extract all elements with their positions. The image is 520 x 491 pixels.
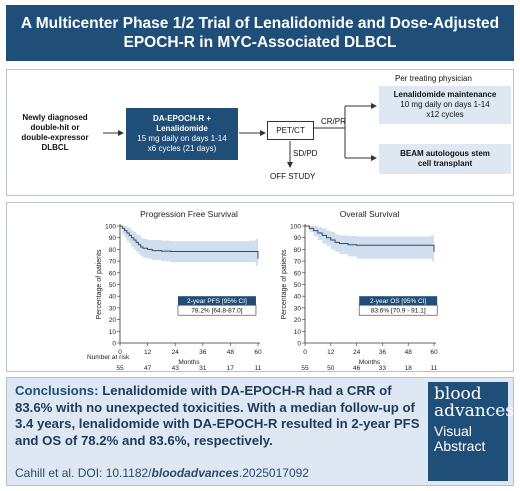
- logo-line-3: Visual: [434, 424, 502, 439]
- chart1-y-tick-label: 90: [109, 235, 117, 242]
- transplant-box: BEAM autologous stem cell transplant: [379, 144, 511, 174]
- transplant-line-2: cell transplant: [418, 159, 472, 169]
- induction-title-2: Lenalidomide: [156, 124, 208, 134]
- chart2-x-tick-label: 48: [405, 349, 413, 356]
- transplant-line-1: BEAM autologous stem: [400, 149, 490, 159]
- population-line-2: double-hit or: [31, 123, 80, 133]
- off-study-label: OFF STUDY: [270, 172, 315, 182]
- chart1-at-risk-value: 11: [255, 365, 262, 372]
- chart1-y-tick-label: 50: [109, 282, 117, 289]
- logo-line-2: advances: [434, 403, 502, 420]
- chart2-x-tick-label: 0: [303, 349, 307, 356]
- chart2-y-tick-label: 10: [294, 329, 302, 336]
- chart1-title: Progression Free Survival: [140, 209, 238, 219]
- chart2-x-label: Months: [359, 359, 381, 366]
- chart2-title: Overall Survival: [340, 209, 400, 219]
- chart2-at-risk-value: 33: [379, 365, 387, 372]
- chart1-x-tick-label: 24: [172, 349, 180, 356]
- chart1-y-tick-label: 80: [109, 247, 117, 254]
- chart1-x-tick-label: 36: [199, 349, 207, 356]
- chart2-at-risk-value: 11: [431, 365, 438, 372]
- chart1-y-tick-label: 70: [109, 259, 117, 266]
- induction-detail-2: x6 cycles (21 days): [148, 144, 216, 154]
- chart1-y-tick-label: 20: [109, 317, 117, 324]
- chart1-y-label: Percentage of patients: [96, 249, 103, 320]
- chart2-y-tick-label: 40: [294, 294, 302, 301]
- survival-charts: Progression Free Survival 0 10 20 30 40 50 60 70…: [7, 203, 515, 373]
- population-line-3: double-expressor: [21, 133, 88, 143]
- petct-box: PET/CT: [267, 121, 314, 140]
- chart2-y-tick-label: 60: [294, 270, 302, 277]
- induction-detail-1: 15 mg daily on days 1-14: [137, 134, 226, 144]
- chart1-y-tick-label: 30: [109, 305, 117, 312]
- induction-box: DA-EPOCH-R + Lenalidomide 15 mg daily on…: [126, 108, 238, 160]
- chart2-y-tick-label: 70: [294, 259, 302, 266]
- chart2-annotation-value: 83.6% [70.9 - 91.1]: [371, 308, 426, 315]
- chart1-at-risk-value: 55: [116, 365, 124, 372]
- petct-label: PET/CT: [276, 126, 304, 136]
- chart2-y-tick-label: 0: [297, 341, 301, 348]
- chart1-x-tick-label: 12: [144, 349, 152, 356]
- chart1-y-tick-label: 10: [109, 329, 117, 336]
- chart2-x-tick-label: 12: [327, 349, 335, 356]
- chart2-y-tick-label: 50: [294, 282, 302, 289]
- chart1-at-risk-value: 47: [144, 365, 152, 372]
- chart1-ci-band: [120, 226, 258, 275]
- chart1-at-risk-value: 31: [199, 365, 207, 372]
- chart2-y-tick-label: 80: [294, 247, 302, 254]
- chart1-x-label: Months: [178, 359, 200, 366]
- chart2-y-tick-label: 30: [294, 305, 302, 312]
- chart2-x-tick-label: 24: [353, 349, 361, 356]
- population-line-1: Newly diagnosed: [22, 113, 87, 123]
- chart1-y-tick-label: 40: [109, 294, 117, 301]
- chart2-annotation-head: 2-year OS [95% CI]: [370, 298, 427, 305]
- citation-prefix: Cahill et al. DOI: 10.1182/: [15, 466, 152, 480]
- sd-pd-label: SD/PD: [293, 149, 317, 159]
- induction-title-1: DA-EPOCH-R +: [153, 114, 211, 124]
- page-title: A Multicenter Phase 1/2 Trial of Lenalid…: [6, 5, 514, 61]
- chart1-y-tick-label: 0: [112, 341, 116, 348]
- chart2-y-tick-label: 100: [290, 224, 301, 231]
- blood-advances-logo: blood advances Visual Abstract: [428, 382, 508, 481]
- chart2-x-tick-label: 60: [430, 349, 438, 356]
- maintenance-detail-1: 10 mg daily on days 1-14: [400, 100, 489, 110]
- chart1-annotation-head: 2-year PFS [95% CI]: [187, 298, 247, 305]
- chart2-y-tick-label: 90: [294, 235, 302, 242]
- chart2-y-label: Percentage of patients: [281, 249, 288, 320]
- chart2-at-risk-value: 50: [327, 365, 335, 372]
- maintenance-box: Lenalidomide maintenance 10 mg daily on …: [379, 86, 511, 124]
- survival-panel: Progression Free Survival 0 10 20 30 40 50 60 70…: [6, 202, 514, 372]
- chart1-x-tick-label: 60: [254, 349, 262, 356]
- chart2-at-risk-value: 55: [301, 365, 309, 372]
- population-line-4: DLBCL: [41, 143, 68, 153]
- chart2-x-tick-label: 36: [379, 349, 387, 356]
- chart1-y-tick-label: 100: [105, 224, 116, 231]
- citation: Cahill et al. DOI: 10.1182/bloodadvances…: [15, 466, 309, 480]
- citation-suffix: .2025017092: [239, 466, 309, 480]
- cr-pr-label: CR/PR: [321, 117, 346, 127]
- chart1-x-tick-label: 48: [227, 349, 235, 356]
- citation-journal: bloodadvances: [152, 466, 239, 480]
- logo-line-4: Abstract: [434, 439, 502, 454]
- conclusions-panel: Conclusions: Lenalidomide with DA-EPOCH-…: [6, 377, 514, 486]
- conclusions-heading: Conclusions:: [15, 383, 99, 398]
- chart2-at-risk-value: 46: [353, 365, 361, 372]
- maintenance-title: Lenalidomide maintenance: [394, 90, 497, 100]
- treatment-flow-panel: Newly diagnosed double-hit or double-exp…: [6, 69, 514, 196]
- chart2-y-tick-label: 20: [294, 317, 302, 324]
- chart2-ci-band: [305, 226, 434, 270]
- chart1-y-tick-label: 60: [109, 270, 117, 277]
- conclusions-text: Conclusions: Lenalidomide with DA-EPOCH-…: [15, 383, 420, 449]
- maintenance-detail-2: x12 cycles: [426, 110, 463, 120]
- chart1-at-risk-value: 17: [227, 365, 235, 372]
- chart1-at-risk-label: Number at risk: [87, 354, 130, 361]
- chart1-annotation-value: 78.2% [64.8-87.0]: [191, 308, 243, 315]
- population-box: Newly diagnosed double-hit or double-exp…: [11, 110, 99, 156]
- chart2-at-risk-value: 18: [405, 365, 413, 372]
- chart1-at-risk-value: 43: [172, 365, 180, 372]
- physician-note: Per treating physician: [395, 74, 472, 84]
